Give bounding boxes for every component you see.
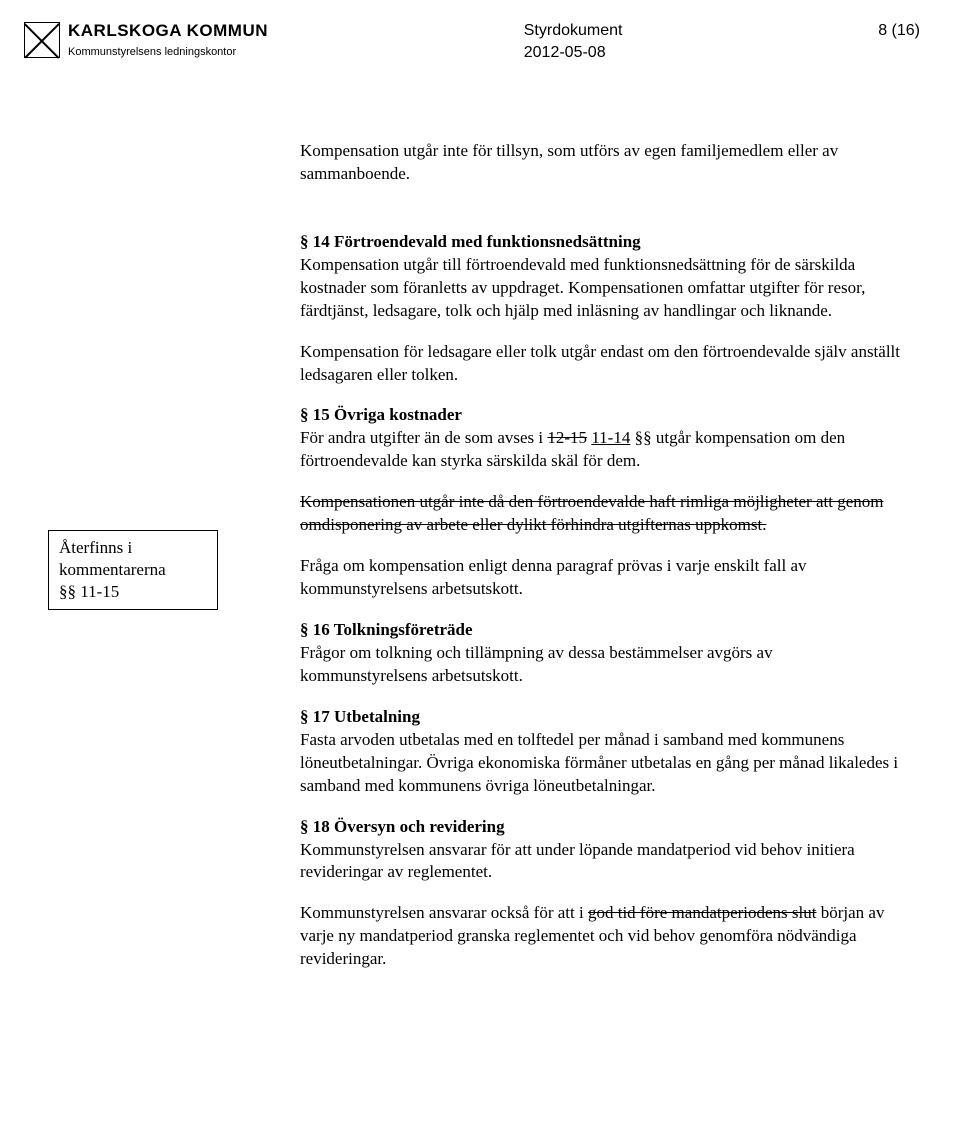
document-body: Kompensation utgår inte för tillsyn, som…	[300, 140, 900, 989]
org-name: KARLSKOGA KOMMUN	[68, 20, 268, 43]
margin-annotation: Återfinns i kommentarerna §§ 11-15	[48, 530, 218, 610]
annotation-line: kommentarerna	[59, 559, 207, 581]
section-14-heading: § 14 Förtroendevald med funktionsnedsätt…	[300, 231, 900, 254]
section-16-heading: § 16 Tolkningsföreträde	[300, 619, 900, 642]
annotation-line: Återfinns i	[59, 537, 207, 559]
struck-text: 12-15	[547, 428, 587, 447]
inserted-text: 11-14	[591, 428, 630, 447]
section-15-p1: För andra utgifter än de som avses i 12-…	[300, 427, 900, 473]
org-logo-block: KARLSKOGA KOMMUN Kommunstyrelsens lednin…	[24, 20, 268, 60]
section-15-p3: Fråga om kompensation enligt denna parag…	[300, 555, 900, 601]
section-16-p1: Frågor om tolkning och tillämpning av de…	[300, 642, 900, 688]
section-17-p1: Fasta arvoden utbetalas med en tolftedel…	[300, 729, 900, 798]
section-15-heading: § 15 Övriga kostnader	[300, 404, 900, 427]
struck-text: god tid före mandatperiodens slut	[588, 903, 817, 922]
section-15-p2-struck: Kompensationen utgår inte då den förtroe…	[300, 491, 900, 537]
section-18-p2: Kommunstyrelsen ansvarar också för att i…	[300, 902, 900, 971]
section-18-heading: § 18 Översyn och revidering	[300, 816, 900, 839]
page-number: 8 (16)	[878, 20, 920, 42]
annotation-line: §§ 11-15	[59, 581, 207, 603]
section-17-heading: § 17 Utbetalning	[300, 706, 900, 729]
section-14-p1: Kompensation utgår till förtroendevald m…	[300, 254, 900, 323]
org-department: Kommunstyrelsens ledningskontor	[68, 45, 268, 60]
intro-paragraph: Kompensation utgår inte för tillsyn, som…	[300, 140, 900, 186]
section-18-p1: Kommunstyrelsen ansvarar för att under l…	[300, 839, 900, 885]
section-14-p2: Kompensation för ledsagare eller tolk ut…	[300, 341, 900, 387]
doc-type: Styrdokument	[524, 20, 623, 42]
municipality-crest-icon	[24, 22, 60, 58]
page-header: KARLSKOGA KOMMUN Kommunstyrelsens lednin…	[24, 20, 920, 63]
doc-meta: Styrdokument 2012-05-08	[524, 20, 623, 63]
doc-date: 2012-05-08	[524, 42, 623, 64]
